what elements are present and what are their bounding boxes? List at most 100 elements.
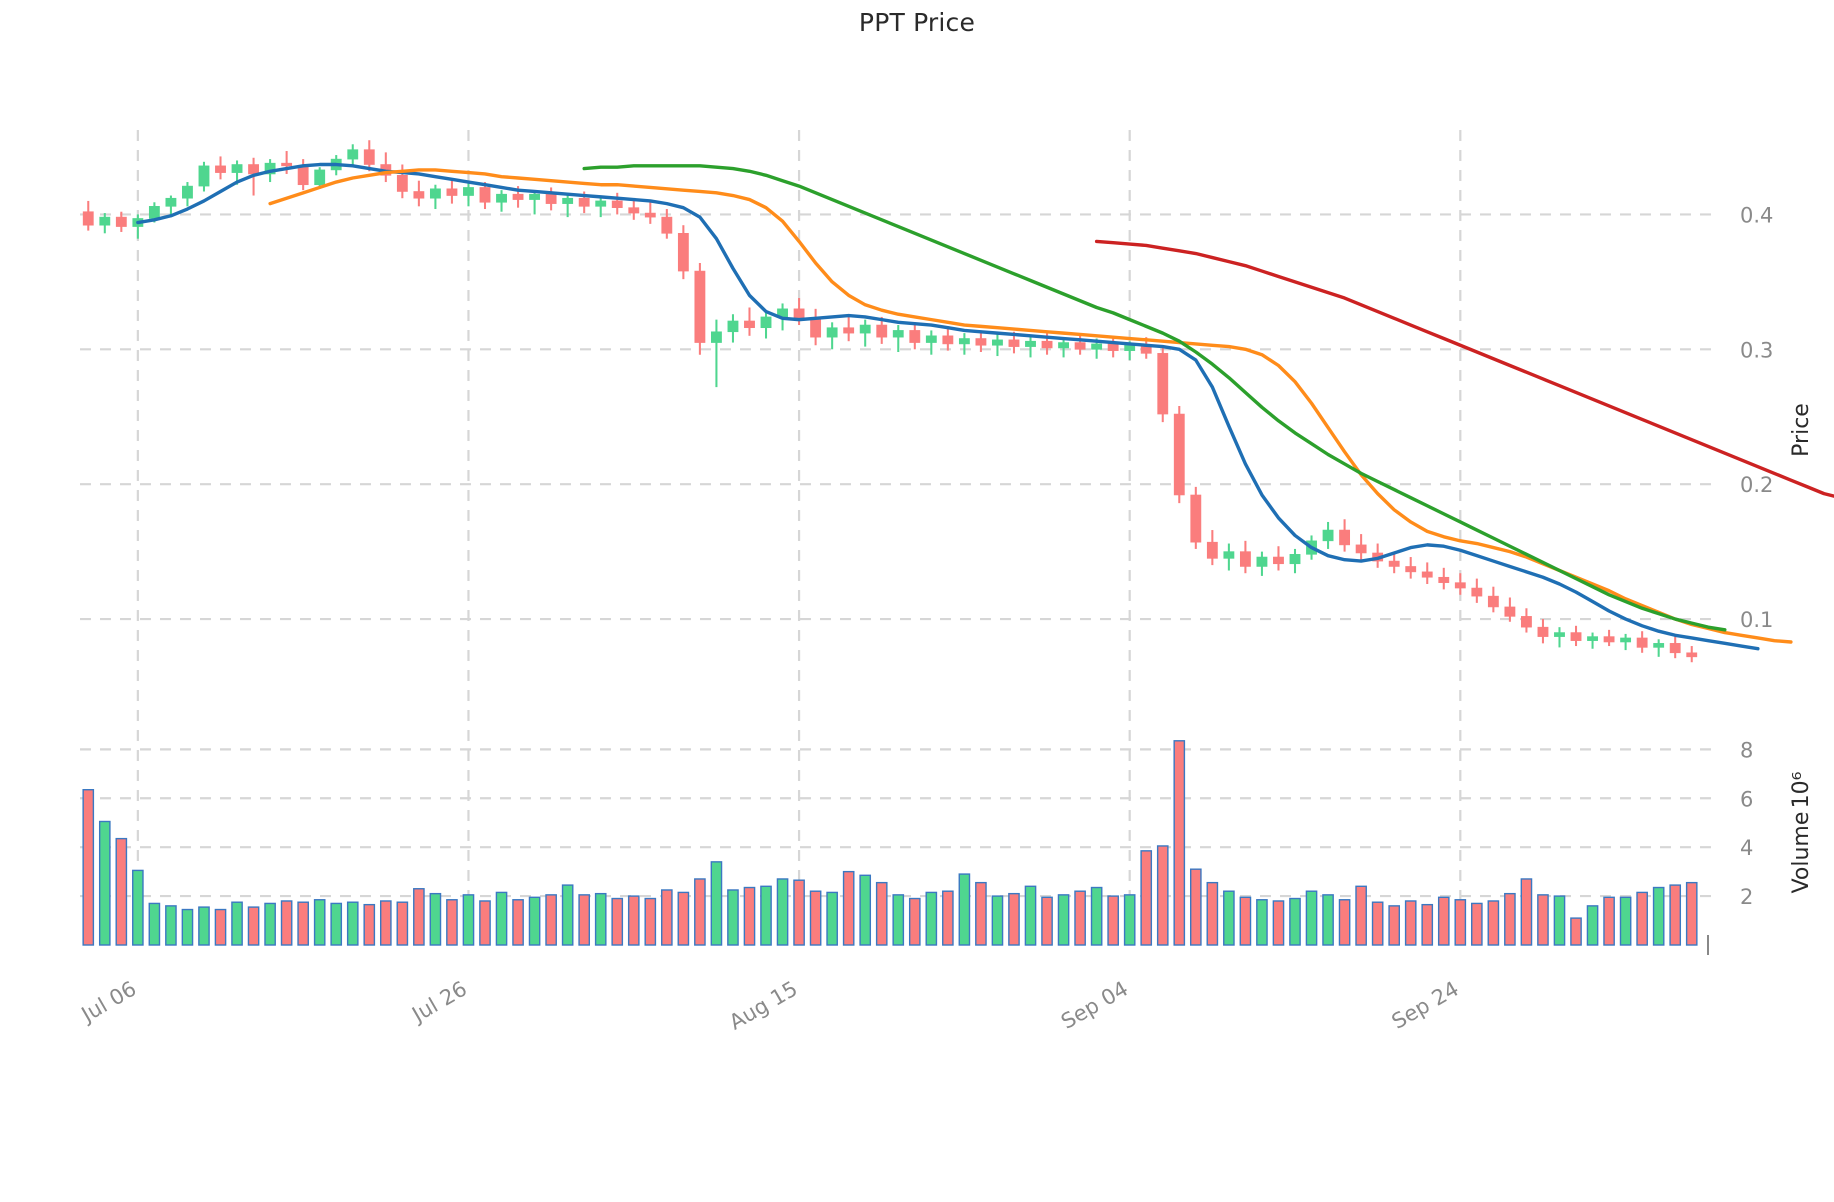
price-tick-label: 0.4 — [1740, 203, 1773, 227]
candlestick — [165, 195, 177, 218]
volume-bar — [231, 901, 243, 946]
x-axis-ticks: Jul 06 Jul 26 Aug 15 Sep 04 Sep 24 — [76, 977, 1463, 1035]
x-tick-label: Jul 26 — [406, 977, 471, 1028]
volume-bars — [82, 740, 1698, 946]
volume-bar — [760, 885, 772, 946]
volume-bar — [1107, 895, 1119, 946]
candlestick — [496, 190, 507, 212]
volume-bar — [842, 870, 855, 946]
candlestick — [1686, 646, 1698, 663]
candlestick — [810, 308, 822, 346]
volume-bar — [776, 878, 789, 946]
volume-bar — [925, 891, 938, 946]
volume-bar — [1256, 899, 1268, 946]
candlestick — [1074, 334, 1086, 355]
candlestick — [909, 322, 921, 350]
volume-bar — [1652, 886, 1665, 946]
candlestick — [1537, 619, 1549, 644]
volume-bar — [1322, 894, 1334, 946]
candlestick — [694, 262, 706, 355]
volume-bar — [297, 901, 309, 946]
volume-bar — [627, 895, 640, 946]
candlestick — [661, 209, 673, 239]
volume-bar — [1239, 896, 1252, 946]
price-tick-label: 0.3 — [1740, 338, 1773, 362]
candlestick — [363, 140, 375, 172]
candlestick — [1521, 608, 1532, 633]
volume-bar — [1388, 905, 1401, 946]
volume-bar — [892, 894, 905, 946]
volume-bar — [330, 902, 343, 946]
volume-bar — [264, 902, 276, 946]
candlestick — [1339, 519, 1351, 552]
candlestick — [1173, 405, 1185, 504]
volume-bar — [1520, 878, 1533, 946]
volume-bar — [1156, 845, 1169, 946]
volume-bar — [1189, 868, 1202, 946]
candlestick-series — [82, 140, 1698, 663]
candlestick — [892, 325, 904, 352]
candlestick — [727, 314, 739, 343]
volume-bar — [1289, 897, 1301, 946]
volume-bar — [479, 900, 491, 946]
candlestick — [611, 192, 623, 215]
candlestick — [1487, 586, 1499, 613]
volume-bar — [661, 889, 673, 946]
price-tick-label: 0.2 — [1740, 473, 1773, 497]
volume-bar — [1603, 896, 1615, 946]
candlestick — [132, 214, 144, 239]
volume-bar — [1074, 890, 1086, 946]
volume-bar — [1272, 900, 1285, 946]
price-gridlines — [80, 213, 1720, 621]
price-axis-ticks: 0.4 0.3 0.2 0.1 — [1740, 203, 1773, 632]
volume-bar — [1636, 891, 1648, 946]
volume-bar — [363, 903, 376, 946]
volume-bar — [82, 789, 95, 946]
candlestick — [1239, 540, 1251, 574]
volume-bar — [247, 906, 260, 946]
volume-bar — [975, 881, 987, 946]
chart-title: PPT Price — [858, 8, 976, 37]
candlestick — [1570, 625, 1582, 647]
price-axis-title: Price — [1789, 403, 1814, 457]
ma-line — [136, 162, 1760, 651]
volume-bar — [1570, 917, 1582, 946]
volume-bar — [413, 888, 425, 946]
volume-bar — [1008, 892, 1020, 946]
candlestick — [1157, 346, 1169, 423]
volume-bar — [677, 891, 690, 946]
volume-bar — [495, 891, 508, 946]
x-tick-label: Jul 06 — [76, 977, 141, 1028]
candlestick — [182, 182, 193, 207]
volume-bar — [578, 894, 591, 946]
candlestick — [215, 156, 226, 180]
volume-axis-title: Volume — [1789, 812, 1814, 894]
candlestick — [1058, 337, 1069, 358]
volume-bar — [1471, 902, 1483, 946]
volume-bar — [512, 899, 524, 946]
volume-bar — [429, 892, 442, 946]
candlestick — [1405, 557, 1417, 579]
candlestick — [1273, 546, 1284, 571]
volume-bar — [859, 874, 872, 946]
volume-bar — [942, 890, 954, 946]
candlestick — [826, 322, 838, 350]
volume-bar — [132, 869, 144, 946]
volume-bar — [346, 901, 359, 946]
volume-bar — [875, 881, 888, 946]
candlestick — [1289, 548, 1301, 574]
ma-line — [582, 164, 1727, 632]
volume-bar — [1223, 890, 1235, 946]
candlestick — [446, 180, 458, 204]
candlestick — [958, 333, 970, 355]
volume-bar — [1454, 899, 1467, 946]
volume-bar — [1355, 885, 1367, 946]
moving-average-lines — [136, 162, 1834, 651]
candlestick — [429, 184, 441, 210]
candlestick — [992, 334, 1003, 357]
volume-gridlines — [80, 748, 1720, 898]
volume-bar — [1586, 905, 1599, 946]
candlestick — [347, 144, 359, 166]
